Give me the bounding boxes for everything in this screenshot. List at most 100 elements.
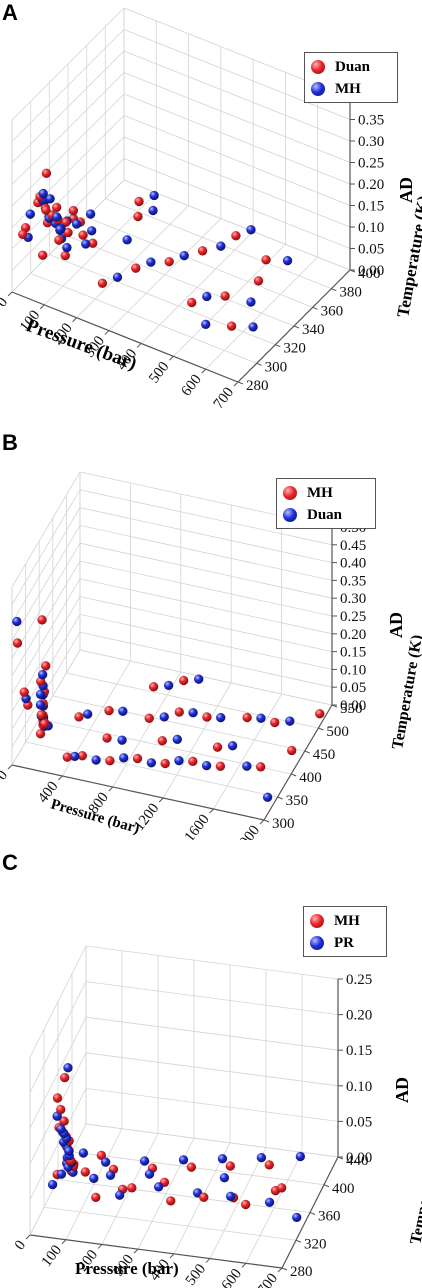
data-point-duan <box>188 707 198 718</box>
data-point-mh <box>39 718 50 729</box>
z-tick-label: 0.25 <box>358 156 384 172</box>
z-tick-label: 0.30 <box>358 134 384 150</box>
data-point-mh <box>246 224 256 235</box>
data-point-mh <box>286 745 297 756</box>
data-point-mh <box>35 728 46 739</box>
data-point-mh <box>144 713 155 724</box>
legend-b-label-1: MH <box>307 484 333 501</box>
x-axis-title: Pressure (bar) <box>23 315 139 374</box>
x-tick-label: 700 <box>255 1271 281 1288</box>
data-point-pr <box>105 1170 116 1181</box>
data-point-pr <box>264 1197 275 1208</box>
data-point-mh <box>71 219 82 229</box>
data-point-duan <box>256 713 266 724</box>
x-tick-label: 0 <box>12 1238 29 1254</box>
y-tick-label: 300 <box>265 359 288 375</box>
x-tick-label: 0 <box>0 768 11 784</box>
panel-label-a: A <box>2 0 18 25</box>
data-point-duan <box>201 760 212 771</box>
chart-grid-c <box>29 945 339 1269</box>
data-point-mh <box>148 205 158 216</box>
legend-a-marker-1 <box>311 60 325 74</box>
data-point-mh <box>186 1162 197 1172</box>
data-point-duan <box>146 757 157 768</box>
data-point-mh <box>202 291 212 302</box>
data-point-duan <box>130 263 141 273</box>
x-tick-label: 500 <box>183 1261 209 1288</box>
z-axis-title: AD <box>396 177 416 203</box>
z-tick-label: 0.00 <box>358 263 384 279</box>
data-point-pr <box>47 1179 58 1190</box>
data-point-mh <box>105 755 115 766</box>
legend-a-item-2: MH <box>311 78 391 100</box>
data-point-mh <box>146 257 156 267</box>
x-tick-label: 700 <box>211 385 237 413</box>
z-tick-label: 0.10 <box>346 1079 372 1095</box>
z-tick-label: 0.00 <box>346 1150 372 1166</box>
data-point-mh <box>264 1160 275 1170</box>
data-point-duan <box>51 202 62 213</box>
z-tick-label: 0.45 <box>340 538 366 554</box>
legend-c-item-1: MH <box>310 910 380 932</box>
y-tick-label: 400 <box>358 266 381 282</box>
data-point-mh <box>198 1192 209 1203</box>
legend-c-item-2: PR <box>310 932 380 954</box>
z-tick-label: 0.05 <box>346 1114 372 1130</box>
data-point-mh <box>179 250 190 261</box>
legend-c-marker-2 <box>310 936 324 950</box>
data-point-duan <box>37 669 48 680</box>
data-point-mh <box>165 1196 176 1206</box>
y-tick-label: 400 <box>299 770 322 786</box>
data-point-mh <box>90 1192 101 1203</box>
chart-panel-a: A 0 100 200 300 400 500 600 700 280 300 320 340 360 3… <box>0 0 422 420</box>
data-point-duan <box>220 291 230 301</box>
data-point-duan <box>163 680 174 691</box>
data-point-mh <box>157 735 168 746</box>
data-point-mh <box>148 681 159 692</box>
data-point-mh <box>19 687 30 697</box>
y-tick-label: 500 <box>326 724 349 740</box>
data-point-pr <box>144 1169 155 1179</box>
z-tick-label: 0.40 <box>340 556 366 572</box>
data-point-duan <box>133 211 143 222</box>
x-tick-label: 600 <box>178 372 204 400</box>
data-point-duan <box>54 235 64 245</box>
legend-b-label-2: Duan <box>307 506 343 523</box>
data-point-mh <box>51 212 62 222</box>
data-point-pr <box>63 1146 74 1156</box>
z-axis-title: AD <box>386 612 406 638</box>
data-point-mh <box>96 1150 107 1161</box>
y-tick-label: 360 <box>318 1209 341 1225</box>
data-point-mh <box>132 753 143 764</box>
y-tick-label: 320 <box>283 341 306 357</box>
y-tick-label: 280 <box>290 1264 313 1280</box>
data-point-mh <box>45 194 55 204</box>
data-point-duan <box>186 297 197 308</box>
data-point-mh <box>187 756 198 767</box>
data-point-mh <box>52 1093 63 1103</box>
z-tick-label: 0.00 <box>340 698 366 714</box>
y-axis-title: Temperature (K) <box>393 194 422 319</box>
legend-b-marker-1 <box>283 486 297 500</box>
data-point-pr <box>256 1152 267 1163</box>
data-point-duan <box>41 205 51 215</box>
y-tick-label: 450 <box>313 747 336 763</box>
data-point-pr <box>89 1173 99 1184</box>
data-point-pr <box>178 1155 189 1165</box>
z-tick-label: 0.35 <box>358 113 384 129</box>
legend-b-item-1: MH <box>283 482 369 504</box>
z-tick-label: 0.20 <box>358 177 384 193</box>
legend-a-label-2: MH <box>335 80 361 97</box>
data-point-mh <box>212 742 223 752</box>
z-axis-title: AD <box>392 1077 412 1103</box>
data-point-duan <box>242 761 252 771</box>
data-point-mh <box>74 712 84 722</box>
legend-a-label-1: Duan <box>335 58 371 75</box>
data-point-mh <box>242 712 252 723</box>
z-tick-label: 0.15 <box>358 199 384 215</box>
data-point-pr <box>139 1156 150 1166</box>
chart-panel-c: C 0 100 200 300 400 500 600 700 280 320 360 400 440 0… <box>0 850 422 1288</box>
z-tick-label: 0.05 <box>358 242 384 258</box>
data-point-duan <box>215 712 226 723</box>
